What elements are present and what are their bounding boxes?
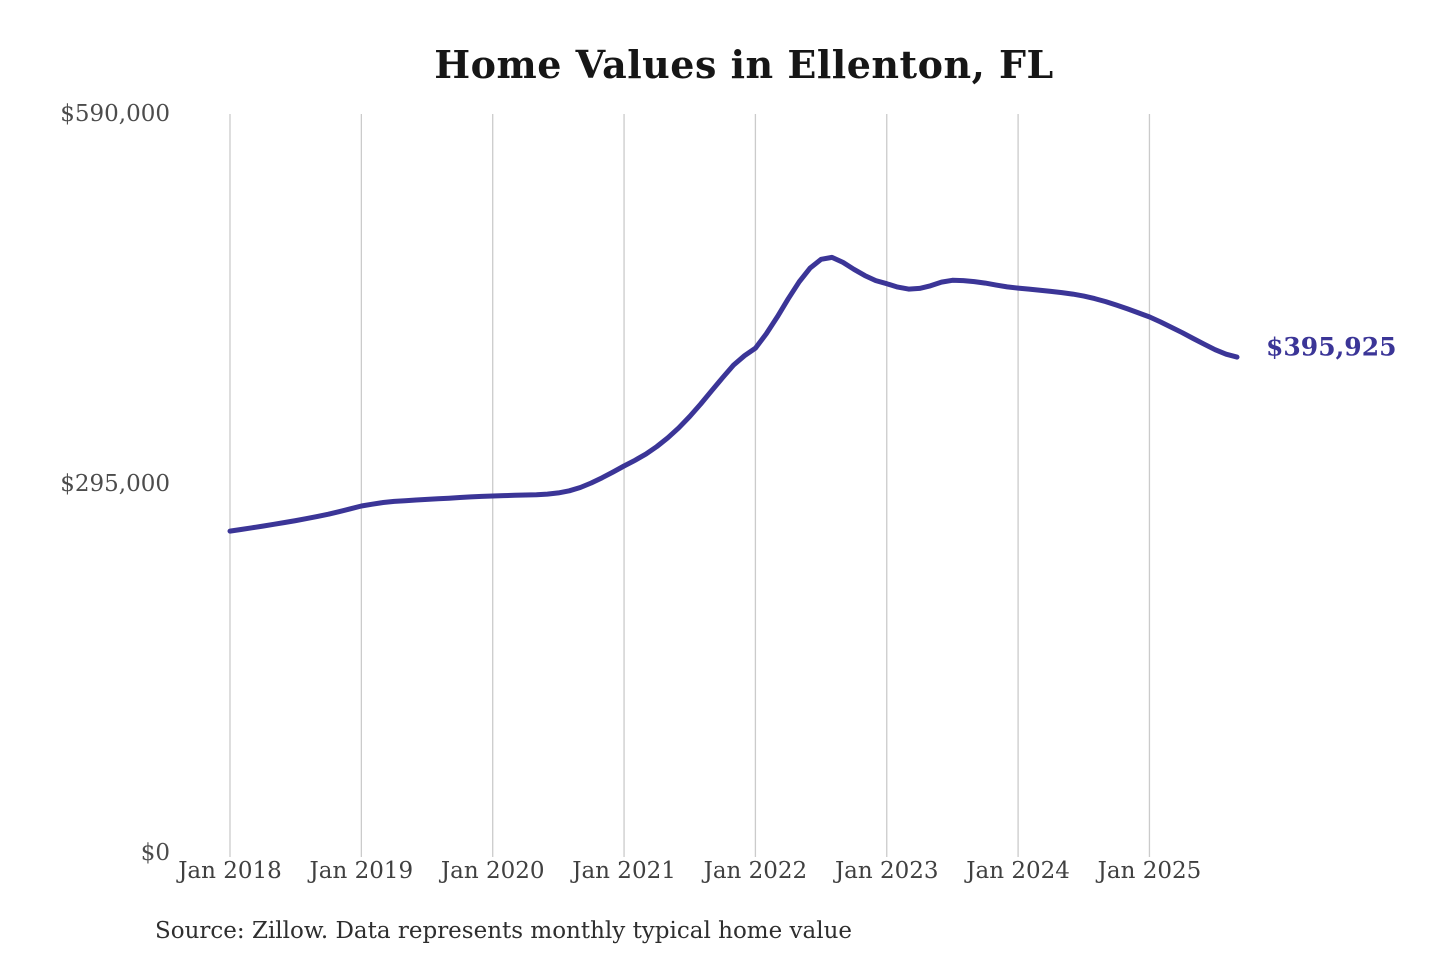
latest-value-label: $395,925	[1266, 332, 1397, 362]
y-tick-label: $0	[140, 840, 170, 866]
y-tick-label: $590,000	[60, 101, 170, 127]
x-tick-label: Jan 2018	[178, 858, 282, 884]
x-tick-label: Jan 2024	[966, 858, 1070, 884]
x-tick-label: Jan 2025	[1097, 858, 1202, 884]
home-value-line-series	[227, 254, 1240, 534]
x-tick-label: Jan 2021	[572, 858, 676, 884]
x-tick-label: Jan 2022	[703, 858, 808, 884]
x-tick-label: Jan 2023	[834, 858, 939, 884]
x-tick-label: Jan 2020	[440, 858, 545, 884]
source-note: Source: Zillow. Data represents monthly …	[155, 918, 853, 944]
gridlines	[229, 114, 1151, 857]
chart-title: Home Values in Ellenton, FL	[434, 42, 1054, 87]
y-tick-label: $295,000	[60, 470, 170, 497]
x-tick-label: Jan 2019	[309, 858, 414, 884]
